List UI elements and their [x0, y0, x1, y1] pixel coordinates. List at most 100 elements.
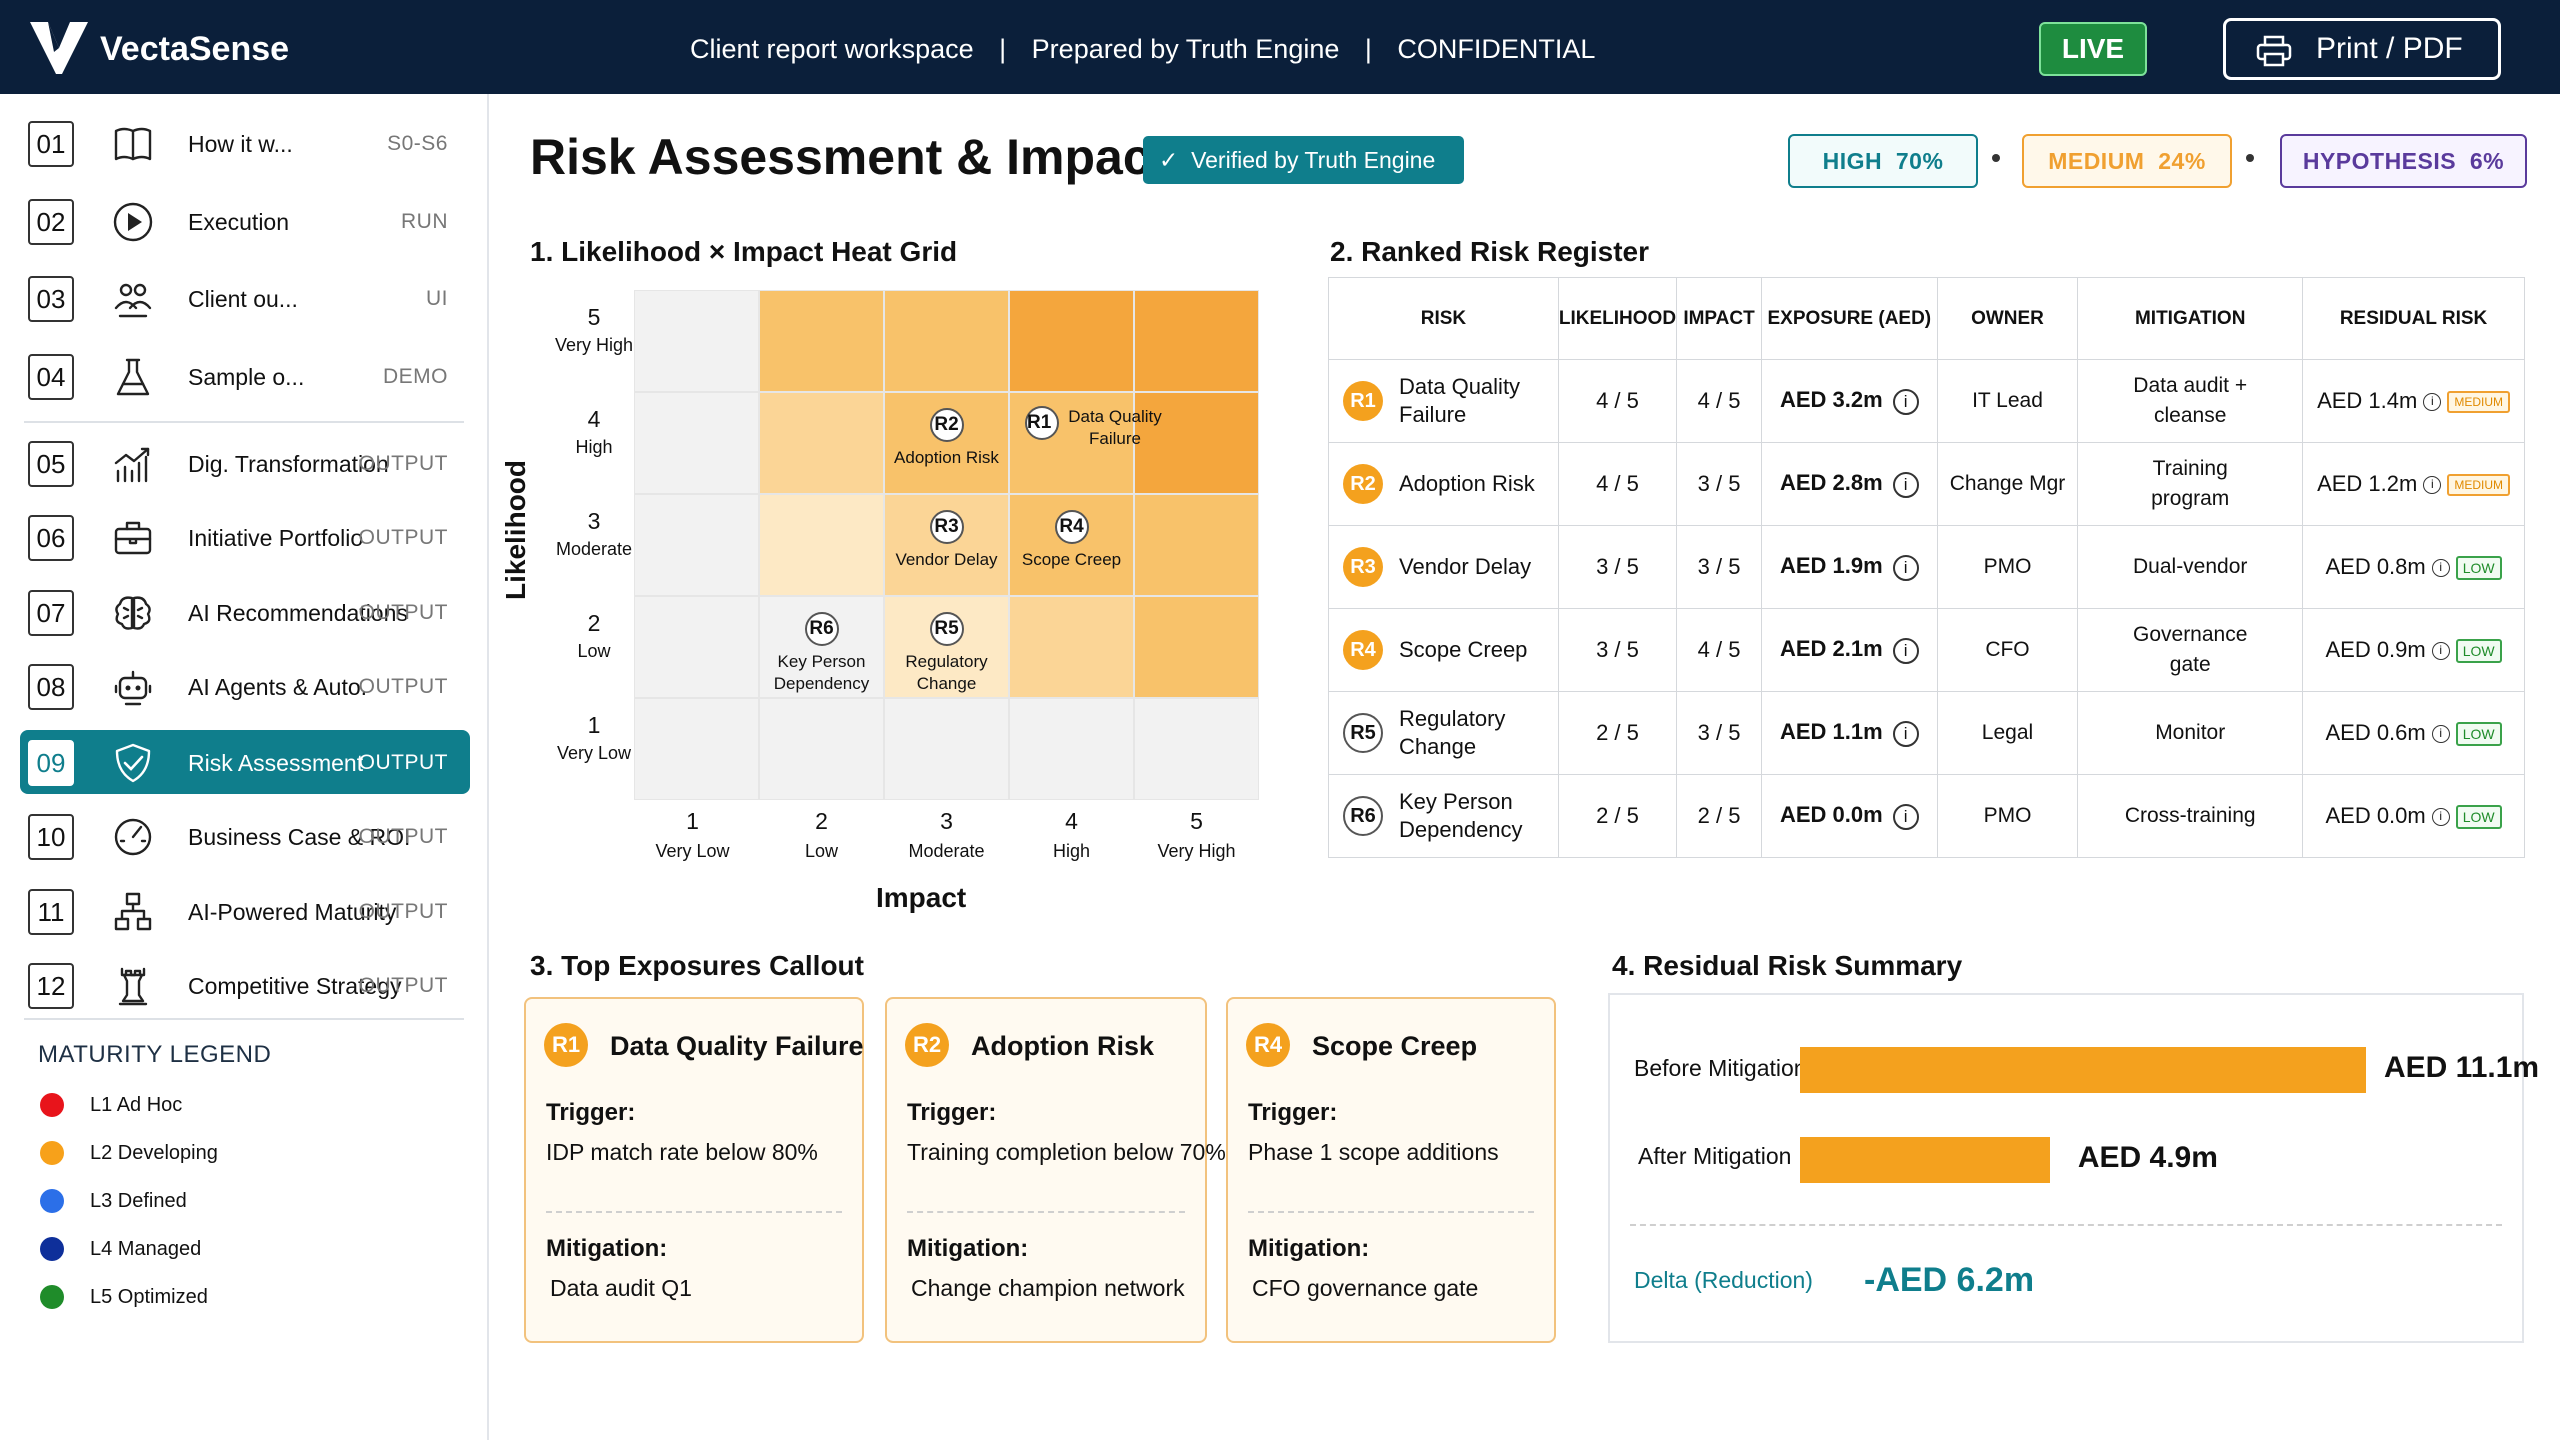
live-badge[interactable]: LIVE	[2039, 22, 2147, 76]
legend-color-dot	[40, 1141, 64, 1165]
sidebar-item-tag: OUTPUT	[358, 451, 448, 475]
heat-cell	[1009, 596, 1134, 698]
owner-cell: Change Mgr	[1936, 442, 2079, 526]
sidebar-item-execution[interactable]: 02 Execution RUN	[20, 189, 470, 253]
heat-cell	[634, 596, 759, 698]
callout-card-r1[interactable]: R1 Data Quality Failure Trigger: IDP match …	[524, 997, 864, 1343]
callout-card-r4[interactable]: R4 Scope Creep Trigger: Phase 1 scope addit…	[1226, 997, 1556, 1343]
marker-label: Regulatory Change	[905, 652, 988, 693]
confidence-value: 6%	[2469, 148, 2505, 174]
risk-id-badge: R4	[1343, 630, 1383, 670]
legend-label: L2 Developing	[90, 1142, 218, 1164]
context-workspace: Client report workspace	[690, 34, 974, 64]
legend-label: L5 Optimized	[90, 1286, 208, 1308]
mitigation-label: Mitigation:	[546, 1235, 668, 1262]
heat-marker-r4[interactable]: R4 Scope Creep	[1009, 510, 1134, 571]
sidebar-item-business-case-roi[interactable]: 10 Business Case & ROI OUTPUT	[20, 804, 470, 868]
heat-marker-r2[interactable]: R2 Adoption Risk	[884, 408, 1009, 469]
sidebar-item-ai-agents-auto[interactable]: 08 AI Agents & Auto. OUTPUT	[20, 654, 470, 718]
after-mitigation-value: AED 4.9m	[2077, 1141, 2218, 1174]
heat-marker-r1[interactable]: R1 Data Quality Failure	[1025, 406, 1165, 450]
sidebar-item-risk-assessment[interactable]: 09 Risk Assessment OUTPUT	[20, 729, 470, 794]
verified-badge: ✓ Verified by Truth Engine	[1143, 136, 1464, 184]
printer-icon	[2256, 35, 2292, 67]
risk-id-badge: R6	[1343, 796, 1383, 836]
heat-marker-r6[interactable]: R6 Key Person Dependency	[759, 612, 884, 695]
info-icon[interactable]: i	[1892, 554, 1919, 581]
callout-card-r2[interactable]: R2 Adoption Risk Trigger: Training completi…	[885, 997, 1226, 1343]
x-tick: 2 Low	[752, 808, 892, 862]
confidence-value: 70%	[1895, 148, 1944, 174]
sidebar-item-initiative-portfolio[interactable]: 06 Initiative Portfolio OUTPUT	[20, 505, 470, 569]
likelihood-cell: 2 / 5	[1557, 774, 1678, 858]
sidebar-item-label: AI-Powered Maturity	[188, 898, 397, 925]
heat-cell	[1134, 698, 1259, 800]
info-icon[interactable]: i	[1892, 803, 1919, 830]
info-icon[interactable]: i	[1892, 471, 1919, 498]
print-pdf-button[interactable]: Print / PDF	[2223, 18, 2501, 80]
y-tick-label: Moderate	[555, 539, 633, 559]
callout-risk-id: R4	[1246, 1023, 1290, 1067]
info-icon[interactable]: i	[2431, 559, 2450, 578]
info-icon[interactable]: i	[1892, 388, 1919, 415]
residual-cell: AED 0.0m i LOW	[2302, 774, 2525, 858]
info-icon[interactable]: i	[2423, 393, 2442, 412]
sidebar-item-sample-o[interactable]: 04 Sample o... DEMO	[20, 344, 470, 408]
mitigation-label: Mitigation:	[907, 1235, 1029, 1262]
y-tick: 3 Moderate	[544, 508, 644, 560]
heat-marker-r5[interactable]: R5 Regulatory Change	[884, 612, 1009, 695]
marker-label: Data Quality Failure	[1068, 407, 1162, 448]
heat-cell	[1009, 698, 1134, 800]
sidebar-item-number: 11	[28, 888, 74, 935]
shield-check-icon	[112, 742, 154, 784]
sidebar-item-number: 09	[28, 739, 74, 786]
x-tick-number: 3	[940, 808, 953, 834]
register-title: 2. Ranked Risk Register	[1330, 236, 1650, 267]
sidebar-item-tag: OUTPUT	[358, 899, 448, 923]
sidebar-item-ai-powered-maturity[interactable]: 11 AI-Powered Maturity OUTPUT	[20, 879, 470, 943]
info-icon[interactable]: i	[2423, 476, 2442, 495]
sidebar-item-dig-transformation[interactable]: 05 Dig. Transformation OUTPUT	[20, 431, 470, 495]
delta-label: Delta (Reduction)	[1634, 1267, 1813, 1293]
residual-level-badge: LOW	[2455, 722, 2502, 747]
info-icon[interactable]: i	[2431, 642, 2450, 661]
residual-cell: AED 0.9m i LOW	[2302, 608, 2525, 692]
mitigation-value: CFO governance gate	[1252, 1275, 1479, 1301]
column-header: OWNER	[1936, 277, 2079, 360]
residual-level-badge: LOW	[2455, 805, 2502, 830]
owner-cell: IT Lead	[1936, 359, 2079, 443]
heat-marker-r3[interactable]: R3 Vendor Delay	[884, 510, 1009, 571]
x-tick: 5 Very High	[1127, 808, 1267, 862]
sidebar-item-client-ou[interactable]: 03 Client ou... UI	[20, 266, 470, 330]
x-tick: 1 Very Low	[623, 808, 763, 862]
sidebar-item-how-it-w[interactable]: 01 How it w... S0-S6	[20, 111, 470, 175]
verified-label: Verified by Truth Engine	[1191, 147, 1436, 173]
sidebar-item-competitive-strategy[interactable]: 12 Competitive Strategy OUTPUT	[20, 953, 470, 1017]
marker-label: Vendor Delay	[895, 550, 998, 569]
info-icon[interactable]: i	[1892, 720, 1919, 747]
mitigation-value: Data audit Q1	[550, 1275, 692, 1301]
column-header: RESIDUAL RISK	[2302, 277, 2525, 360]
sidebar-item-number: 03	[28, 276, 74, 323]
chess-rook-icon	[112, 965, 154, 1007]
x-tick: 3 Moderate	[877, 808, 1017, 862]
y-tick: 4 High	[544, 406, 644, 458]
sidebar-item-ai-recommendations[interactable]: 07 AI Recommendations OUTPUT	[20, 580, 470, 644]
likelihood-cell: 3 / 5	[1557, 525, 1678, 609]
info-icon[interactable]: i	[2431, 725, 2450, 744]
callouts-title: 3. Top Exposures Callout	[530, 950, 864, 981]
info-icon[interactable]: i	[1892, 637, 1919, 664]
y-tick-number: 2	[587, 610, 601, 636]
likelihood-cell: 2 / 5	[1557, 691, 1678, 775]
marker-id: R6	[804, 612, 839, 646]
confidence-pill-hypothesis: HYPOTHESIS 6%	[2280, 134, 2527, 188]
info-icon[interactable]: i	[2431, 808, 2450, 827]
sidebar-item-tag: OUTPUT	[358, 825, 448, 849]
maturity-legend-title: MATURITY LEGEND	[38, 1041, 272, 1068]
